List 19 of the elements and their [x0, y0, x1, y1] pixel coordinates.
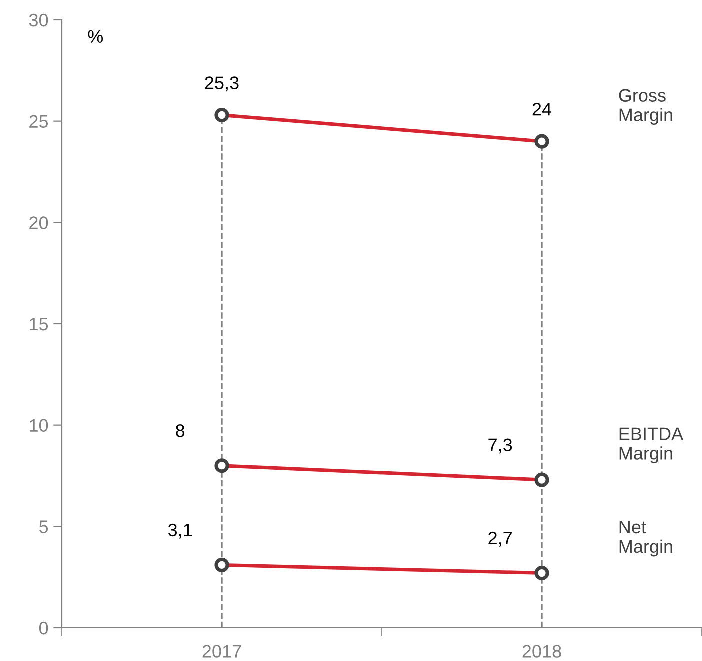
y-tick-label: 5: [39, 520, 48, 534]
y-tick-label: 25: [30, 115, 48, 128]
data-label: 24: [532, 103, 552, 116]
data-label: 8: [176, 424, 185, 438]
data-label: 25,3: [205, 76, 239, 92]
y-tick-label: 15: [30, 318, 48, 331]
data-label: 7,3: [488, 438, 512, 454]
y-tick-label: 10: [30, 419, 48, 432]
y-tick-label: 20: [30, 216, 48, 230]
text: EBITDA Margin: [620, 428, 684, 464]
y-tick-label: 0: [39, 622, 48, 635]
y-axis-title: %: [88, 30, 104, 44]
text: Net Margin: [620, 521, 672, 557]
y-tick-label: 30: [29, 14, 48, 27]
data-label: 3,1: [168, 524, 192, 539]
x-tick-label: 2018: [522, 645, 562, 658]
data-label: 2,7: [488, 532, 512, 547]
x-tick-label: 2017: [202, 645, 242, 658]
text: Gross Margin: [619, 89, 672, 126]
